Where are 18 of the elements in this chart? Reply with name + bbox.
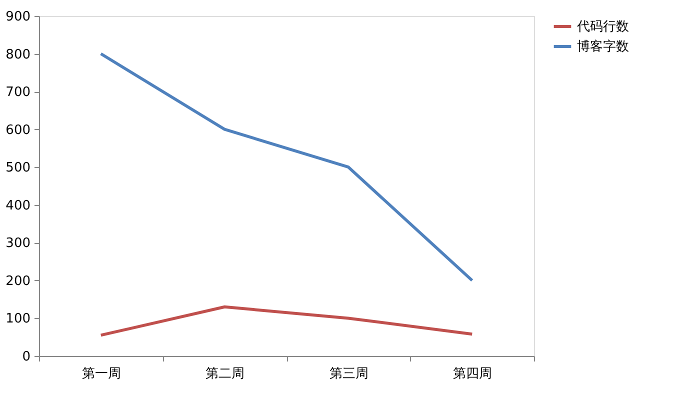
x-tick-label: 第四周: [453, 366, 492, 382]
x-tick-label: 第一周: [82, 366, 121, 382]
legend-label: 代码行数: [576, 20, 629, 34]
line-series: [99, 52, 474, 282]
y-tick-label: 200: [6, 274, 30, 289]
y-tick-label: 0: [22, 350, 30, 364]
y-tick-label: 800: [6, 47, 30, 62]
y-tick-label: 100: [6, 312, 30, 327]
y-tick-label: 600: [6, 122, 30, 138]
y-tick-label: 500: [6, 160, 30, 176]
line-series: [99, 305, 474, 337]
x-tick-label: 第三周: [329, 366, 368, 382]
y-tick-label: 900: [6, 10, 30, 24]
x-tick-label: 第二周: [206, 366, 245, 382]
y-tick-label: 700: [6, 85, 30, 100]
y-tick-label: 300: [6, 236, 30, 252]
y-tick-label: 400: [6, 198, 30, 214]
legend-label: 博客字数: [577, 38, 629, 54]
